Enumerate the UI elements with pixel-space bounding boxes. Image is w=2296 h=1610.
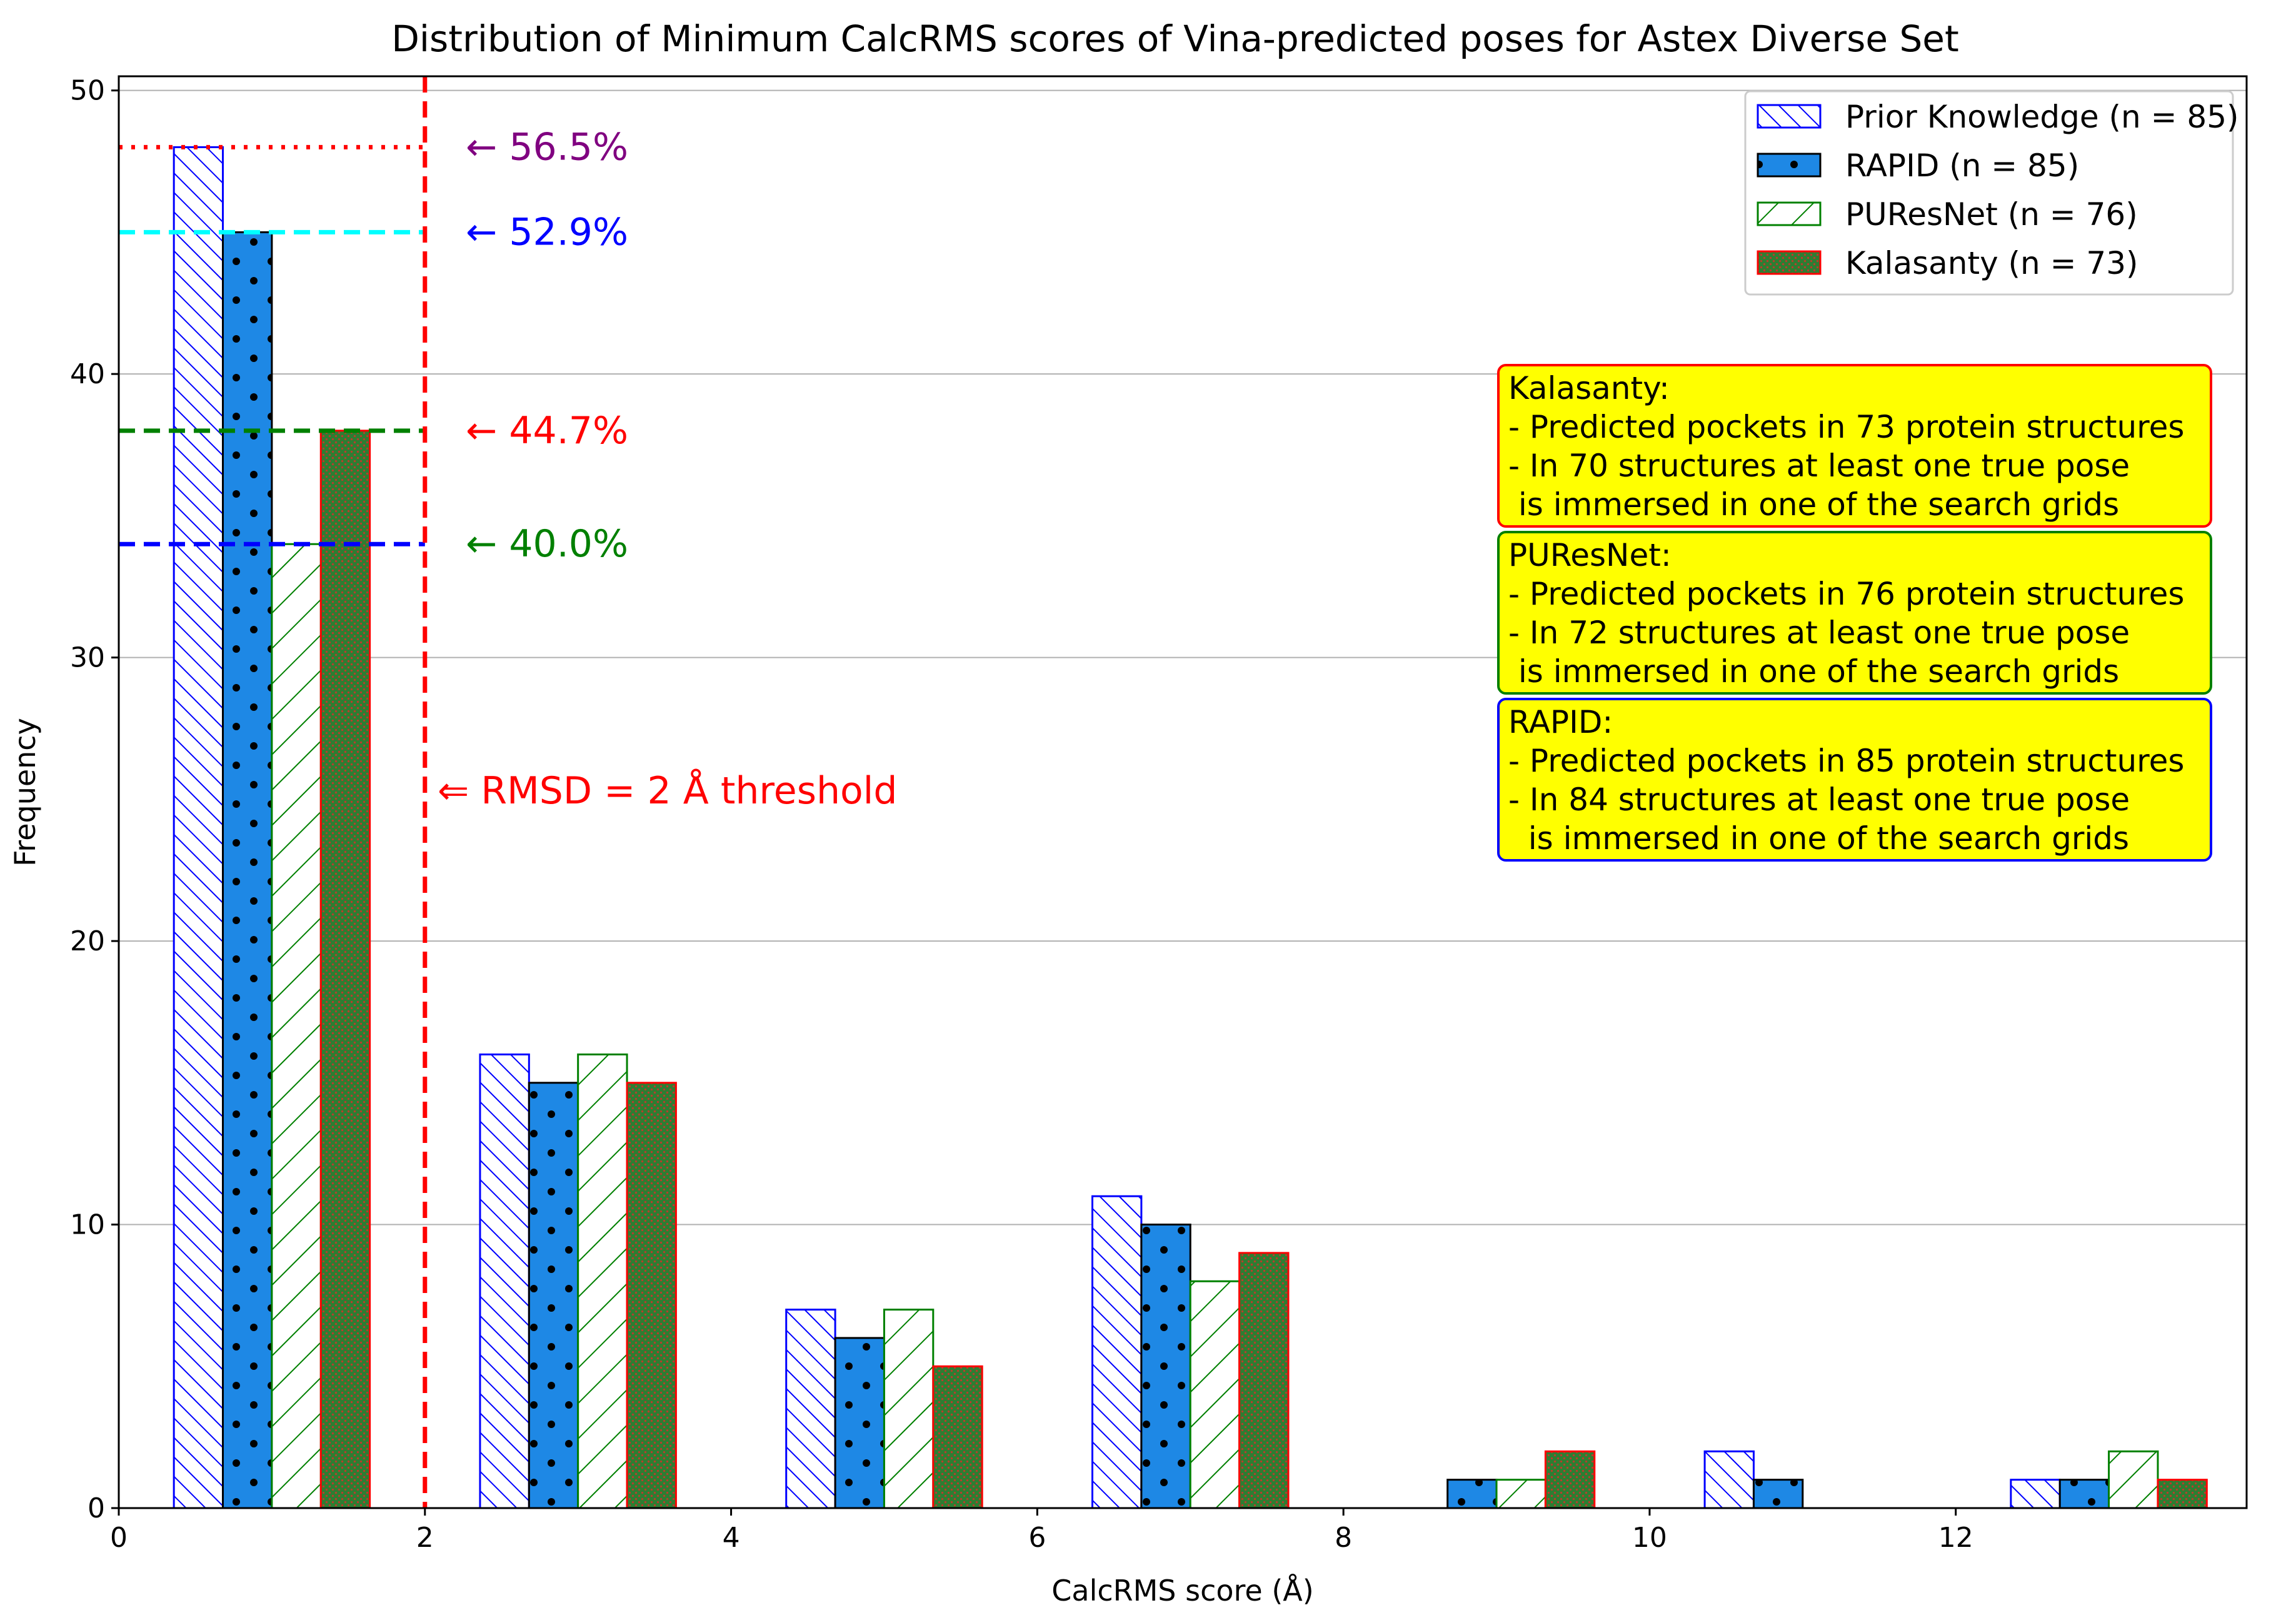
bar-rapid-bin-6 [2058,1479,2110,1509]
bar-puresnet-bin-1 [577,1053,628,1509]
y-tick-label-50: 50 [70,75,105,107]
bar-prior-knowledge-bin-6 [2010,1479,2061,1509]
x-tick-label-8: 8 [1335,1522,1352,1554]
info-box-rapid-line-2: - In 84 structures at least one true pos… [1508,782,2130,818]
x-tick-label-4: 4 [723,1522,740,1554]
legend-label-3: Kalasanty (n = 73) [1845,245,2138,281]
axis-ticks: 0 2 4 6 8 10 12 0 10 20 30 40 50 [70,75,1973,1554]
info-box-kalasanty-line-2: - In 70 structures at least one true pos… [1508,448,2130,484]
reference-label-3: ← 40.0% [466,522,628,566]
legend-swatch-0 [1757,104,1822,129]
bar-rapid-bin-0 [222,231,273,1509]
bar-prior-knowledge-bin-2 [785,1309,836,1509]
legend-swatch-2 [1757,201,1822,226]
bar-prior-knowledge-bin-5 [1703,1450,1755,1509]
chart-title: Distribution of Minimum CalcRMS scores o… [391,18,1958,60]
bar-rapid-bin-4 [1446,1479,1498,1509]
reference-lines: ← 56.5% ← 52.9% ← 44.7% ← 40.0% [119,76,628,1508]
info-box-rapid-line-3: is immersed in one of the search grids [1508,820,2129,857]
info-box-kalasanty-line-3: is immersed in one of the search grids [1508,486,2119,523]
info-box-rapid-line-0: RAPID: [1508,704,1613,740]
legend: Prior Knowledge (n = 85) RAPID (n = 85) PU… [1744,90,2239,296]
x-tick-label-12: 12 [1938,1522,1973,1554]
bar-kalasanty-bin-3 [1238,1252,1290,1509]
info-box-puresnet-line-0: PUResNet: [1508,537,1672,573]
y-tick-label-20: 20 [70,925,105,957]
info-box-puresnet-line-3: is immersed in one of the search grids [1508,653,2119,690]
y-tick-label-30: 30 [70,642,105,674]
reference-label-2: ← 44.7% [466,409,628,453]
y-axis-label: Frequency [8,718,42,867]
bar-puresnet-bin-2 [883,1309,935,1509]
threshold-label: ⇐ RMSD = 2 Å threshold [438,768,897,813]
y-tick-label-40: 40 [70,358,105,390]
bars [173,146,2208,1509]
bar-rapid-bin-1 [528,1082,579,1509]
reference-label-0: ← 56.5% [466,125,628,169]
bar-puresnet-bin-0 [271,543,322,1509]
legend-label-0: Prior Knowledge (n = 85) [1845,99,2239,135]
legend-label-1: RAPID (n = 85) [1845,148,2079,184]
info-box-rapid [1497,698,2212,862]
x-tick-label-10: 10 [1632,1522,1667,1554]
bar-rapid-bin-5 [1752,1479,1804,1509]
x-tick-label-0: 0 [110,1522,128,1554]
info-box-kalasanty-line-1: - Predicted pockets in 73 protein struct… [1508,409,2184,445]
info-box-puresnet [1497,531,2212,695]
legend-swatch-3 [1757,250,1822,275]
plot-frame [118,75,2248,1509]
bar-kalasanty-bin-4 [1544,1450,1596,1509]
info-boxes: Kalasanty:- Predicted pockets in 73 prot… [1497,364,2212,862]
bar-prior-knowledge-bin-0 [173,146,224,1509]
reference-label-1: ← 52.9% [466,210,628,254]
bar-kalasanty-bin-2 [932,1365,983,1509]
x-tick-label-2: 2 [416,1522,434,1554]
info-box-kalasanty-line-0: Kalasanty: [1508,370,1670,406]
legend-swatch-1 [1757,153,1822,178]
bar-kalasanty-bin-1 [626,1082,677,1509]
info-box-kalasanty [1497,364,2212,528]
legend-label-2: PUResNet (n = 76) [1845,196,2138,233]
info-box-rapid-line-1: - Predicted pockets in 85 protein struct… [1508,743,2184,779]
bar-puresnet-bin-4 [1495,1479,1547,1509]
y-tick-label-0: 0 [88,1492,105,1524]
bar-kalasanty-bin-6 [2157,1479,2208,1509]
info-box-puresnet-line-2: - In 72 structures at least one true pos… [1508,615,2130,651]
bar-kalasanty-bin-0 [319,430,371,1509]
bar-puresnet-bin-3 [1189,1280,1241,1509]
x-axis-label: CalcRMS score (Å) [1051,1574,1313,1607]
bar-puresnet-bin-6 [2108,1450,2159,1509]
x-tick-label-6: 6 [1028,1522,1046,1554]
bar-rapid-bin-2 [834,1337,885,1509]
legend-frame [1744,90,2234,296]
bar-prior-knowledge-bin-1 [479,1053,530,1509]
bar-rapid-bin-3 [1140,1224,1191,1509]
bar-prior-knowledge-bin-3 [1091,1195,1143,1509]
info-box-puresnet-line-1: - Predicted pockets in 76 protein struct… [1508,576,2184,612]
y-tick-label-10: 10 [70,1209,105,1241]
